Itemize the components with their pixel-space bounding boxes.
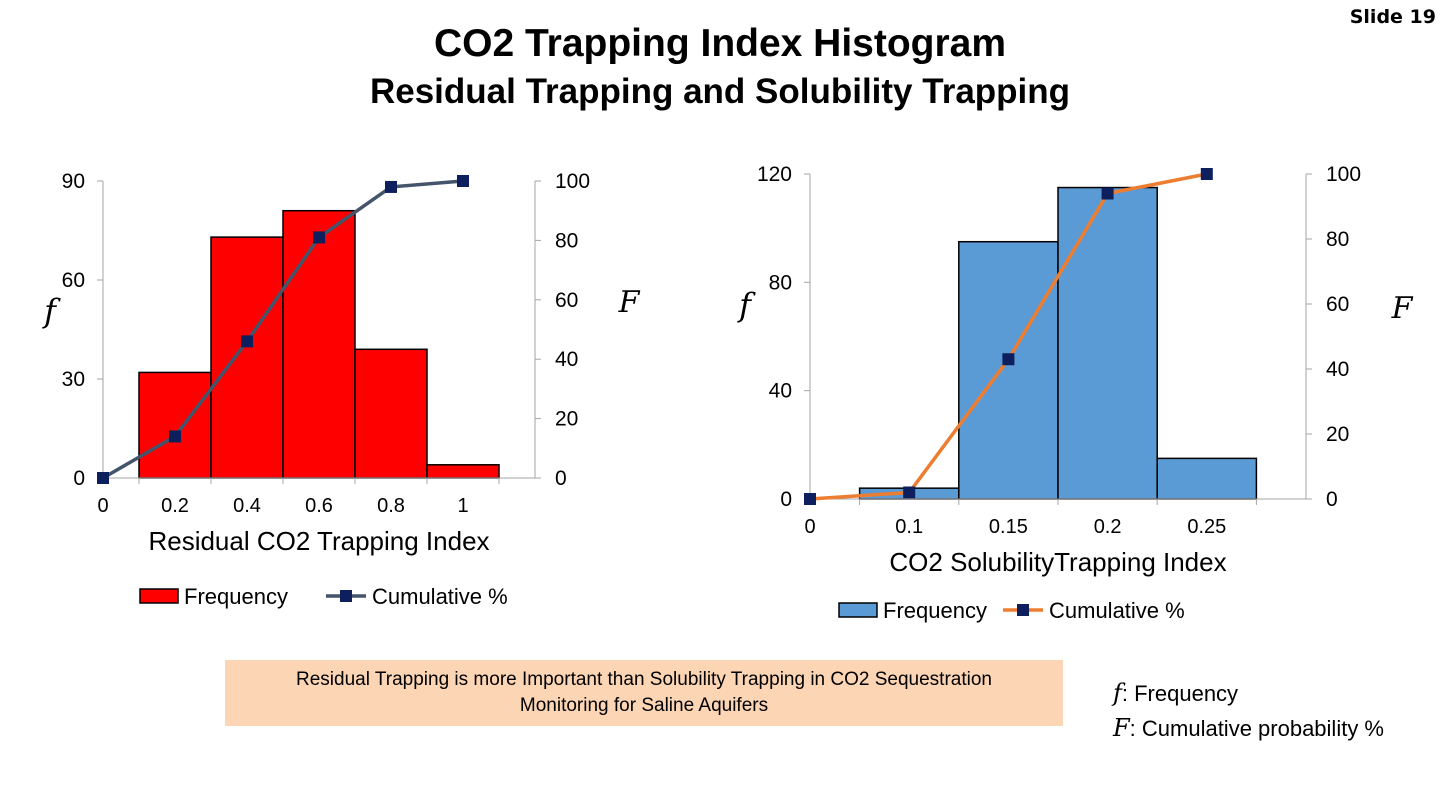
solubility-ytick-label-3: 120 (757, 163, 792, 186)
solubility-ytick-label-0: 0 (780, 488, 792, 511)
residual-cumulative-marker-1 (169, 430, 181, 443)
solubility-category-label-4: 0.25 (1187, 516, 1226, 538)
solubility-cumulative-marker-2 (1002, 353, 1015, 366)
definition-symbol-f: f (1113, 679, 1122, 707)
residual-category-label-2: 0.4 (233, 495, 261, 517)
solubility-category-label-0: 0 (804, 516, 815, 538)
residual-ytick-label-3: 90 (62, 170, 85, 193)
solubility-ytick-label-2: 80 (769, 271, 792, 294)
solubility-x-axis-title: CO2 SolubilityTrapping Index (889, 547, 1226, 577)
symbol-definitions: f: Frequency F: Cumulative probability % (1113, 676, 1384, 746)
residual-y2tick-label-3: 60 (555, 289, 578, 312)
solubility-y-axis-title: f (737, 286, 756, 324)
solubility-bar-4 (1156, 457, 1258, 500)
residual-cumulative-marker-5 (457, 175, 469, 187)
residual-legend-cumulative-marker (340, 590, 352, 602)
solubility-y2tick-label-4: 80 (1326, 228, 1349, 251)
residual-category-label-4: 0.8 (377, 495, 405, 517)
solubility-y2tick-label-5: 100 (1326, 163, 1361, 186)
residual-cumulative-marker-0 (97, 472, 109, 484)
solubility-legend-cumulative-label: Cumulative % (1049, 598, 1185, 623)
residual-y2tick-label-4: 80 (555, 229, 578, 252)
residual-category-label-1: 0.2 (161, 495, 189, 517)
slide-number: Slide 19 (1349, 6, 1436, 28)
solubility-category-label-3: 0.2 (1094, 516, 1122, 538)
solubility-y2tick-label-1: 20 (1326, 423, 1349, 446)
residual-category-label-0: 0 (97, 495, 108, 517)
residual-legend-cumulative-label: Cumulative % (372, 584, 508, 609)
definition-frequency: f: Frequency (1113, 676, 1384, 711)
definition-symbol-F: F (1113, 714, 1130, 742)
residual-bar-3 (282, 209, 356, 479)
residual-cumulative-marker-4 (385, 180, 397, 193)
solubility-y2tick-label-0: 0 (1326, 488, 1338, 511)
residual-y2tick-label-2: 40 (555, 348, 578, 371)
slide-title: CO2 Trapping Index Histogram (433, 22, 1007, 65)
residual-y2tick-label-0: 0 (555, 467, 567, 490)
residual-bar-2 (210, 236, 284, 479)
solubility-category-label-1: 0.1 (895, 516, 923, 538)
solubility-y2tick-label-3: 60 (1326, 293, 1349, 316)
residual-y2tick-label-5: 100 (555, 170, 590, 193)
solubility-y2tick-label-2: 40 (1326, 358, 1349, 381)
solubility-cumulative-marker-3 (1101, 187, 1114, 200)
residual-category-label-3: 0.6 (305, 495, 333, 517)
definition-text-f: : Frequency (1121, 681, 1239, 706)
definition-cumulative: F: Cumulative probability % (1113, 711, 1384, 746)
slide-subtitle: Residual Trapping and Solubility Trappin… (369, 72, 1071, 111)
solubility-cumulative-marker-0 (804, 493, 816, 505)
residual-ytick-label-0: 0 (73, 467, 85, 490)
conclusion-note-line-1: Residual Trapping is more Important than… (296, 669, 992, 690)
residual-x-axis-title: Residual CO2 Trapping Index (148, 526, 489, 556)
residual-category-label-5: 1 (457, 495, 468, 517)
solubility-cumulative-marker-1 (903, 486, 916, 499)
conclusion-note-line-2: Monitoring for Saline Aquifers (519, 695, 769, 716)
residual-ytick-label-2: 60 (62, 269, 85, 292)
definition-text-F: : Cumulative probability % (1129, 716, 1384, 741)
solubility-legend-frequency-swatch (838, 602, 878, 618)
conclusion-note: Residual Trapping is more Important than… (225, 660, 1063, 726)
residual-cumulative-marker-3 (313, 231, 325, 244)
solubility-ytick-label-1: 40 (769, 380, 792, 403)
solubility-bar-2 (958, 240, 1059, 500)
solubility-legend-cumulative-marker (1017, 604, 1029, 616)
solubility-cumulative-marker-4 (1200, 168, 1213, 180)
solubility-y2-axis-title: F (1391, 291, 1414, 326)
residual-cumulative-line (102, 179, 464, 480)
residual-bar-4 (354, 348, 428, 479)
residual-y2-axis-title: F (618, 285, 641, 320)
residual-y2tick-label-1: 20 (555, 408, 578, 431)
residual-legend-frequency-label: Frequency (184, 584, 288, 609)
solubility-category-label-2: 0.15 (989, 516, 1028, 538)
residual-cumulative-marker-2 (241, 335, 253, 348)
solubility-legend-frequency-label: Frequency (883, 598, 987, 623)
solubility-bar-3 (1057, 186, 1158, 500)
residual-legend-frequency-swatch (139, 588, 179, 604)
residual-ytick-label-1: 30 (62, 368, 85, 391)
